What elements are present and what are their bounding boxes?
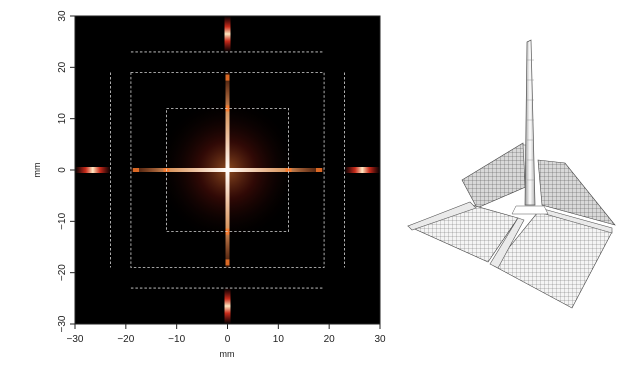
guide-box bbox=[130, 72, 325, 268]
y-tick-label: 30 bbox=[57, 10, 68, 22]
surface-quadrant-back-left bbox=[461, 142, 529, 209]
x-tick-label: 0 bbox=[225, 334, 231, 345]
surface-peak-base bbox=[511, 205, 549, 215]
y-tick-label: 0 bbox=[57, 167, 68, 173]
surface-plot bbox=[407, 39, 616, 309]
x-tick-label: −20 bbox=[117, 334, 134, 345]
heatmap-hotspot bbox=[225, 74, 230, 81]
y-tick-label: 20 bbox=[57, 61, 68, 73]
surface-peak bbox=[524, 39, 536, 206]
surface-ridge-left bbox=[407, 201, 477, 231]
heatmap-hotspot bbox=[225, 259, 230, 266]
x-axis: −30 −20 −10 0 10 20 30 bbox=[67, 324, 386, 345]
surface-quadrant-back-right bbox=[537, 159, 616, 226]
heatmap-streak bbox=[75, 167, 111, 173]
heatmap-hotspot bbox=[316, 168, 322, 172]
heatmap-streak bbox=[225, 72, 230, 268]
y-tick-label: 10 bbox=[57, 113, 68, 125]
x-tick-label: 30 bbox=[374, 334, 386, 345]
surface-peak-mesh bbox=[527, 59, 535, 181]
heatmap-content bbox=[75, 16, 380, 324]
heatmap-streak bbox=[344, 167, 380, 173]
dashed-guides bbox=[110, 51, 345, 289]
y-tick-label: −30 bbox=[57, 315, 68, 332]
heatmap-streak bbox=[224, 288, 231, 324]
x-tick-label: 20 bbox=[324, 334, 336, 345]
x-axis-label: mm bbox=[220, 349, 235, 359]
y-tick-label: −20 bbox=[57, 264, 68, 281]
x-tick-label: −10 bbox=[168, 334, 185, 345]
guide-box bbox=[166, 108, 289, 232]
heatmap-hotspot bbox=[133, 168, 139, 172]
x-tick-label: 10 bbox=[273, 334, 285, 345]
y-axis: −30 −20 −10 0 10 20 30 bbox=[57, 10, 75, 332]
surface-ridge-front bbox=[489, 217, 525, 269]
y-tick-label: −10 bbox=[57, 212, 68, 229]
heatmap-hotspot bbox=[285, 168, 292, 172]
x-tick-label: −30 bbox=[67, 334, 84, 345]
y-axis-label: mm bbox=[32, 163, 42, 178]
heatmap-panel: −30 −20 −10 0 10 20 30 −30 −20 −10 0 10 20 30 mm mm bbox=[32, 10, 386, 359]
heatmap-streak bbox=[224, 16, 231, 52]
